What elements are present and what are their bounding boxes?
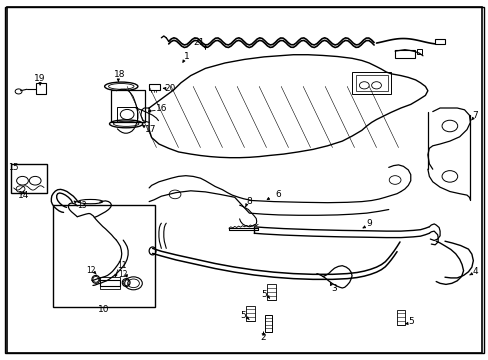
Text: 21: 21 [193,38,204,47]
Bar [36,83,46,94]
Text: 3: 3 [330,284,336,293]
Text: 10: 10 [98,305,109,314]
Bar [11,164,47,193]
Text: 19: 19 [34,74,46,83]
Bar [100,280,120,286]
Text: 8: 8 [246,197,252,206]
Bar [355,75,387,91]
Bar [100,286,120,289]
Text: 2: 2 [260,333,266,342]
Text: 4: 4 [471,267,477,276]
Bar [351,72,390,94]
Text: 17: 17 [144,125,156,134]
Text: 1: 1 [183,52,189,61]
Bar [416,49,422,54]
Text: 7: 7 [471,111,477,120]
Text: 5: 5 [240,310,245,320]
Bar [100,277,120,280]
Text: 13: 13 [77,202,87,210]
Text: 5: 5 [407,317,413,325]
Bar [149,84,160,90]
Text: 12: 12 [85,266,95,275]
Bar [264,315,272,332]
Bar [117,107,137,122]
Bar [53,205,154,307]
Bar [246,306,255,321]
Text: 20: 20 [164,84,176,93]
Text: 16: 16 [155,104,167,112]
Bar [111,90,144,122]
Text: 15: 15 [8,163,19,171]
Bar [434,39,444,44]
Text: 14: 14 [18,191,29,199]
Text: 6: 6 [274,190,280,199]
Bar [394,50,414,58]
Text: 11: 11 [117,261,127,270]
Text: 5: 5 [261,289,266,299]
Bar [267,284,276,300]
Text: 18: 18 [114,71,125,79]
Text: 9: 9 [366,219,372,228]
Bar [396,310,405,325]
Text: 12: 12 [118,270,128,279]
